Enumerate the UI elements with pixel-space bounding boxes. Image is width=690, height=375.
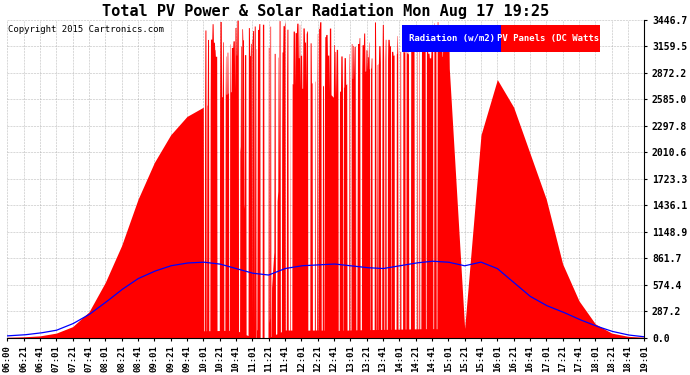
Text: PV Panels (DC Watts): PV Panels (DC Watts) [497,34,604,43]
FancyBboxPatch shape [402,25,501,52]
FancyBboxPatch shape [501,25,600,52]
Text: Radiation (w/m2): Radiation (w/m2) [408,34,495,43]
Title: Total PV Power & Solar Radiation Mon Aug 17 19:25: Total PV Power & Solar Radiation Mon Aug… [102,3,549,19]
Text: Copyright 2015 Cartronics.com: Copyright 2015 Cartronics.com [8,25,164,34]
